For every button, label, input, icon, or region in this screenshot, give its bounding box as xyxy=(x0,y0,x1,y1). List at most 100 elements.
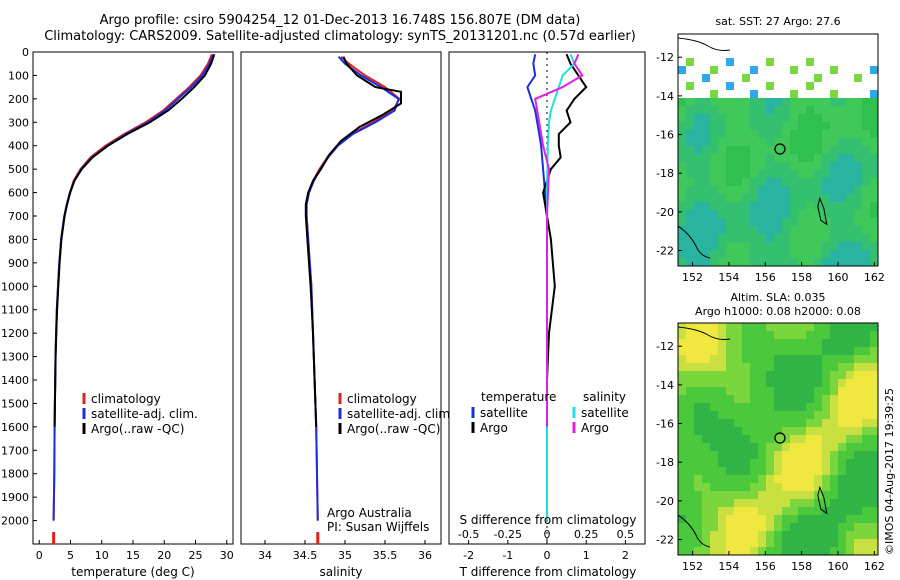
map-cell xyxy=(758,98,766,106)
map-cell xyxy=(702,459,710,467)
map-cell xyxy=(686,146,694,154)
map-cell xyxy=(694,146,702,154)
map-cell xyxy=(726,347,734,355)
map-cell xyxy=(806,210,814,218)
map-cell xyxy=(774,403,782,411)
map-cell xyxy=(710,34,718,42)
depth-tick-label: 1400 xyxy=(1,374,29,387)
map-cell xyxy=(774,170,782,178)
map-cell xyxy=(806,531,814,539)
map-cell xyxy=(838,339,846,347)
map-cell xyxy=(734,475,742,483)
map-cell xyxy=(846,459,854,467)
map-cell xyxy=(838,114,846,122)
map-cell xyxy=(790,250,798,258)
map-cell xyxy=(750,154,758,162)
map-cell xyxy=(758,387,766,395)
map-cell xyxy=(838,347,846,355)
map-cell xyxy=(678,451,686,459)
map-cell xyxy=(790,451,798,459)
map-cell xyxy=(822,323,830,331)
map-cell xyxy=(822,531,830,539)
map-cell xyxy=(814,58,822,66)
map-cell xyxy=(766,515,774,523)
map-cell xyxy=(774,411,782,419)
map-cell xyxy=(766,226,774,234)
map-cell xyxy=(854,539,862,547)
map-cell xyxy=(694,491,702,499)
map-cell xyxy=(862,347,870,355)
map-cell xyxy=(678,242,686,250)
map-cell xyxy=(870,363,878,371)
map-cell xyxy=(702,42,710,50)
map-cell xyxy=(742,194,750,202)
map-cell xyxy=(734,499,742,507)
map-cell xyxy=(702,82,710,90)
map-cell xyxy=(782,451,790,459)
map-cell xyxy=(726,435,734,443)
map-cell xyxy=(726,178,734,186)
map-cell xyxy=(814,178,822,186)
map-cell xyxy=(686,258,694,266)
map-cell xyxy=(782,250,790,258)
map-cell xyxy=(710,178,718,186)
map-cell xyxy=(814,250,822,258)
map-cell xyxy=(838,210,846,218)
map-cell xyxy=(718,499,726,507)
map-cell xyxy=(814,122,822,130)
map-cell xyxy=(718,491,726,499)
map-cell xyxy=(790,106,798,114)
map-cell xyxy=(750,138,758,146)
x-tick-label: 35.5 xyxy=(373,549,398,562)
map-cell xyxy=(758,451,766,459)
map-cell xyxy=(766,331,774,339)
map-cell xyxy=(742,395,750,403)
map-cell xyxy=(854,483,862,491)
map-cell xyxy=(798,459,806,467)
salinity-xlabel: salinity xyxy=(319,565,362,579)
map-cell xyxy=(782,98,790,106)
lon-tick-label: 154 xyxy=(718,560,739,573)
map-cell xyxy=(830,218,838,226)
map-cell xyxy=(750,323,758,331)
map-cell xyxy=(814,539,822,547)
map-cell xyxy=(766,98,774,106)
map-cell xyxy=(798,515,806,523)
sst-map-panel: sat. SST: 27 Argo: 27.6 -12-14-16-18-20-… xyxy=(656,15,885,284)
lon-tick-label: 154 xyxy=(718,271,739,284)
lon-tick-label: 156 xyxy=(755,560,776,573)
map-cell xyxy=(806,34,814,42)
map-cell xyxy=(678,363,686,371)
map-cell xyxy=(718,82,726,90)
map-cell xyxy=(870,58,878,66)
map-cell xyxy=(750,34,758,42)
map-cell xyxy=(702,170,710,178)
map-cell xyxy=(726,98,734,106)
map-cell xyxy=(798,114,806,122)
map-cell xyxy=(790,547,798,555)
map-cell xyxy=(822,443,830,451)
map-cell xyxy=(806,50,814,58)
map-cell xyxy=(758,411,766,419)
map-cell xyxy=(686,50,694,58)
map-cell xyxy=(702,98,710,106)
sla-map-title-2: Argo h1000: 0.08 h2000: 0.08 xyxy=(695,305,861,318)
map-cell xyxy=(686,355,694,363)
map-cell xyxy=(710,258,718,266)
map-cell xyxy=(766,170,774,178)
x-tick-label: -1 xyxy=(502,549,513,562)
map-cell xyxy=(758,154,766,162)
map-cell xyxy=(750,218,758,226)
map-cell xyxy=(678,387,686,395)
map-cell xyxy=(814,130,822,138)
map-cell xyxy=(694,258,702,266)
map-cell xyxy=(718,194,726,202)
map-cell xyxy=(838,355,846,363)
map-cell xyxy=(694,186,702,194)
map-cell xyxy=(718,483,726,491)
map-cell xyxy=(686,122,694,130)
map-cell xyxy=(758,218,766,226)
map-cell xyxy=(726,242,734,250)
map-cell xyxy=(870,379,878,387)
map-cell xyxy=(694,411,702,419)
